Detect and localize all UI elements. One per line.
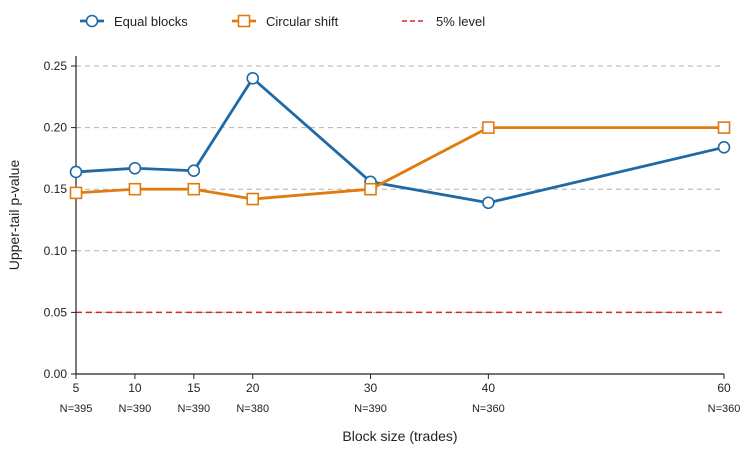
x-sample-size-label: N=390 (119, 403, 152, 415)
data-point (187, 164, 201, 178)
y-axis-title: Upper-tail p-value (6, 160, 22, 271)
x-axis-ticks: 5 N=395 10 N=390 15 N=390 20 N=380 30 N=390 40 N=36… (60, 374, 741, 415)
data-point (482, 121, 495, 134)
series-group (69, 72, 731, 210)
data-point (128, 161, 142, 175)
data-point (187, 182, 201, 196)
y-axis-ticks: 0.00 0.05 0.10 0.15 0.20 0.25 (44, 59, 76, 381)
legend-item: 5% level (402, 14, 485, 29)
y-tick-label: 0.15 (44, 182, 68, 196)
x-sample-size-label: N=390 (354, 403, 387, 415)
legend-label: Equal blocks (114, 14, 188, 29)
x-sample-size-label: N=360 (708, 403, 741, 415)
x-tick-label: 10 (128, 381, 142, 395)
data-point (128, 182, 142, 196)
data-point (482, 196, 495, 210)
axes (75, 56, 724, 375)
x-sample-size-label: N=380 (236, 403, 269, 415)
x-tick-label: 60 (717, 381, 731, 395)
data-point (717, 141, 731, 154)
data-point (69, 186, 83, 200)
data-point (246, 72, 260, 85)
series-circular-shift (69, 121, 731, 206)
series-equal-blocks (69, 72, 731, 210)
x-tick-label: 30 (364, 381, 378, 395)
legend-label: 5% level (436, 14, 485, 29)
series-line (75, 76, 725, 205)
x-tick-label: 5 (73, 381, 80, 395)
y-tick-label: 0.20 (44, 121, 68, 135)
data-point (717, 121, 731, 134)
data-point (364, 182, 377, 196)
x-axis-title: Block size (trades) (342, 428, 457, 444)
legend-item: Equal blocks (80, 14, 188, 29)
x-sample-size-label: N=360 (472, 403, 505, 415)
y-tick-label: 0.25 (44, 59, 68, 73)
x-sample-size-label: N=390 (177, 403, 210, 415)
x-tick-label: 15 (187, 381, 201, 395)
legend-label: Circular shift (266, 14, 339, 29)
y-tick-label: 0.00 (44, 367, 68, 381)
x-tick-label: 20 (246, 381, 260, 395)
legend-marker (237, 14, 251, 28)
x-sample-size-label: N=395 (60, 403, 93, 415)
legend-item: Circular shift (232, 14, 339, 29)
data-point (246, 192, 260, 206)
legend-marker (85, 14, 99, 28)
y-tick-label: 0.10 (44, 244, 68, 258)
legend: Equal blocks Circular shift 5% level (80, 14, 485, 29)
x-tick-label: 40 (482, 381, 496, 395)
data-point (69, 165, 83, 179)
y-tick-label: 0.05 (44, 305, 68, 319)
